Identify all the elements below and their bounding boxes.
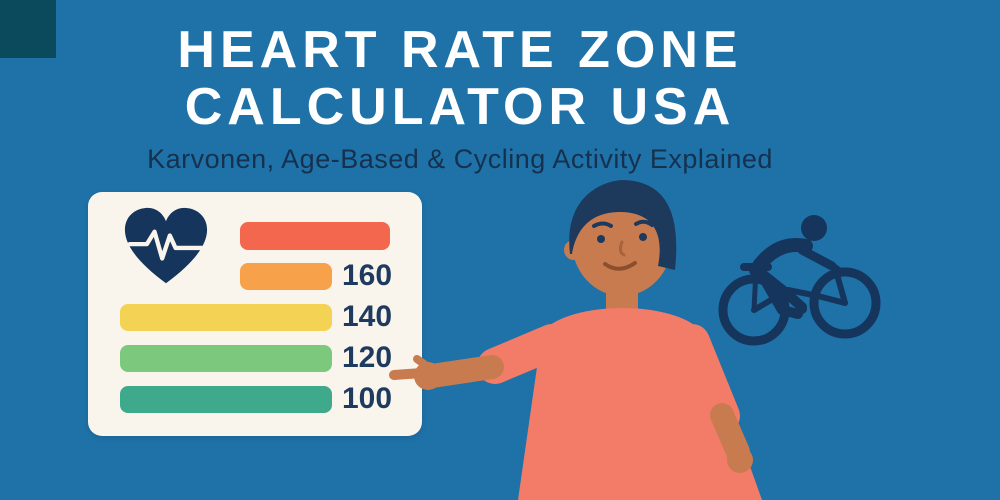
zone-value-label: 140 — [342, 300, 393, 333]
banner-subtitle: Karvonen, Age-Based & Cycling Activity E… — [147, 144, 773, 174]
zone-bar-3 — [120, 304, 332, 331]
corner-accent-square — [0, 0, 56, 58]
zone-bar-1 — [240, 222, 390, 250]
zone-value-label: 160 — [342, 259, 393, 292]
banner-title-line2: CALCULATOR USA — [184, 78, 736, 136]
zone-bar-4 — [120, 345, 332, 372]
zone-value-label: 120 — [342, 341, 393, 374]
banner-title-line1: HEART RATE ZONE — [177, 21, 743, 79]
pointing-man-illustration — [370, 180, 790, 500]
cyclist-icon — [690, 212, 885, 352]
zone-bar-5 — [120, 386, 332, 413]
zone-value-label: 100 — [342, 382, 393, 415]
banner-header: HEART RATE ZONE CALCULATOR USA Karvonen,… — [70, 22, 850, 175]
calculator-card: 160 140 120 100 — [88, 192, 422, 436]
zone-bar-2 — [240, 263, 332, 290]
heart-ecg-icon — [118, 204, 214, 290]
